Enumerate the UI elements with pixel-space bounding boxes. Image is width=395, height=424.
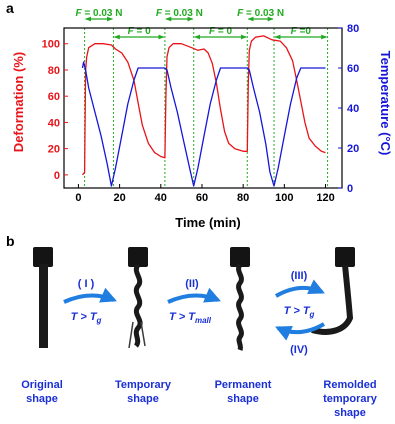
x-axis: 0 20 40 60 80 100 120 <box>75 184 335 204</box>
x-tick-label: 80 <box>237 192 249 204</box>
caption-permanent-line2: shape <box>227 393 259 405</box>
y-axis-left: 0 20 40 60 80 100 <box>42 39 68 182</box>
x-axis-label: Time (min) <box>175 215 241 230</box>
force-annotation-label: F = 0 <box>209 26 233 37</box>
y-right-tick-label: 80 <box>347 23 359 35</box>
y-axis-left-label: Deformation (%) <box>11 52 26 152</box>
x-tick-label: 20 <box>113 192 125 204</box>
step-4-arrow <box>275 322 326 341</box>
y-axis-right-label: Temperature (°C) <box>378 51 393 156</box>
caption-remolded-line3: shape <box>334 407 366 419</box>
force-annotation-label: F = 0 <box>128 26 152 37</box>
step-1-condition: T > Tg <box>71 311 102 325</box>
step-1-arrow <box>63 287 117 304</box>
sample-original-shape <box>33 247 53 348</box>
panel-b-label: b <box>6 233 15 249</box>
x-tick-label: 100 <box>275 192 293 204</box>
y-right-tick-label: 60 <box>347 63 359 75</box>
force-annotation-label: F =0 <box>291 26 312 37</box>
y-left-tick-label: 100 <box>42 39 60 51</box>
plot-frame <box>63 27 343 189</box>
step-1-label: ( I ) <box>78 278 95 290</box>
caption-permanent-line1: Permanent <box>215 379 272 391</box>
x-tick-label: 40 <box>155 192 167 204</box>
step-3-label: (III) <box>291 270 308 282</box>
y-left-tick-label: 0 <box>54 170 60 182</box>
step-3-arrow <box>274 279 325 298</box>
y-right-tick-label: 20 <box>347 143 359 155</box>
force-annotation-layer: F = 0.03 N F = 0 F = 0.03 N F = 0 F = 0.03 N… <box>76 8 328 40</box>
y-left-tick-label: 80 <box>48 65 60 77</box>
step-2-condition: T > Tmall <box>169 311 212 325</box>
force-annotation-label: F = 0.03 N <box>76 8 123 19</box>
x-tick-label: 120 <box>316 192 334 204</box>
caption-temporary-line1: Temporary <box>115 379 172 391</box>
sample-remolded-shape <box>311 247 355 335</box>
deformation-series-line <box>81 35 326 176</box>
temperature-series-line <box>81 61 326 187</box>
caption-temporary-line2: shape <box>127 393 159 405</box>
y-axis-right: 0 20 40 60 80 <box>338 23 359 195</box>
force-annotation-label: F = 0.03 N <box>237 8 284 19</box>
series-layer <box>81 35 326 187</box>
step-2-arrow <box>167 287 221 304</box>
y-right-tick-label: 0 <box>347 183 353 195</box>
caption-remolded-line2: temporary <box>323 393 378 405</box>
caption-remolded-line1: Remolded <box>323 379 376 391</box>
force-annotation-label: F = 0.03 N <box>156 8 203 19</box>
caption-original-line1: Original <box>21 379 63 391</box>
step-3-condition: T > Tg <box>284 305 315 319</box>
x-tick-label: 60 <box>196 192 208 204</box>
step-4-label: (IV) <box>290 344 308 356</box>
sample-permanent-shape <box>230 247 250 351</box>
x-tick-label: 0 <box>75 192 81 204</box>
deformation-temperature-chart: F = 0.03 N F = 0 F = 0.03 N F = 0 F = 0.03 N… <box>11 8 393 230</box>
sample-temporary-shape <box>128 247 148 349</box>
step-2-label: (II) <box>185 278 199 290</box>
y-left-tick-label: 20 <box>48 144 60 156</box>
y-right-tick-label: 40 <box>347 103 359 115</box>
caption-original-line2: shape <box>26 393 58 405</box>
y-left-tick-label: 60 <box>48 91 60 103</box>
y-left-tick-label: 40 <box>48 117 60 129</box>
panel-a-label: a <box>6 0 14 16</box>
